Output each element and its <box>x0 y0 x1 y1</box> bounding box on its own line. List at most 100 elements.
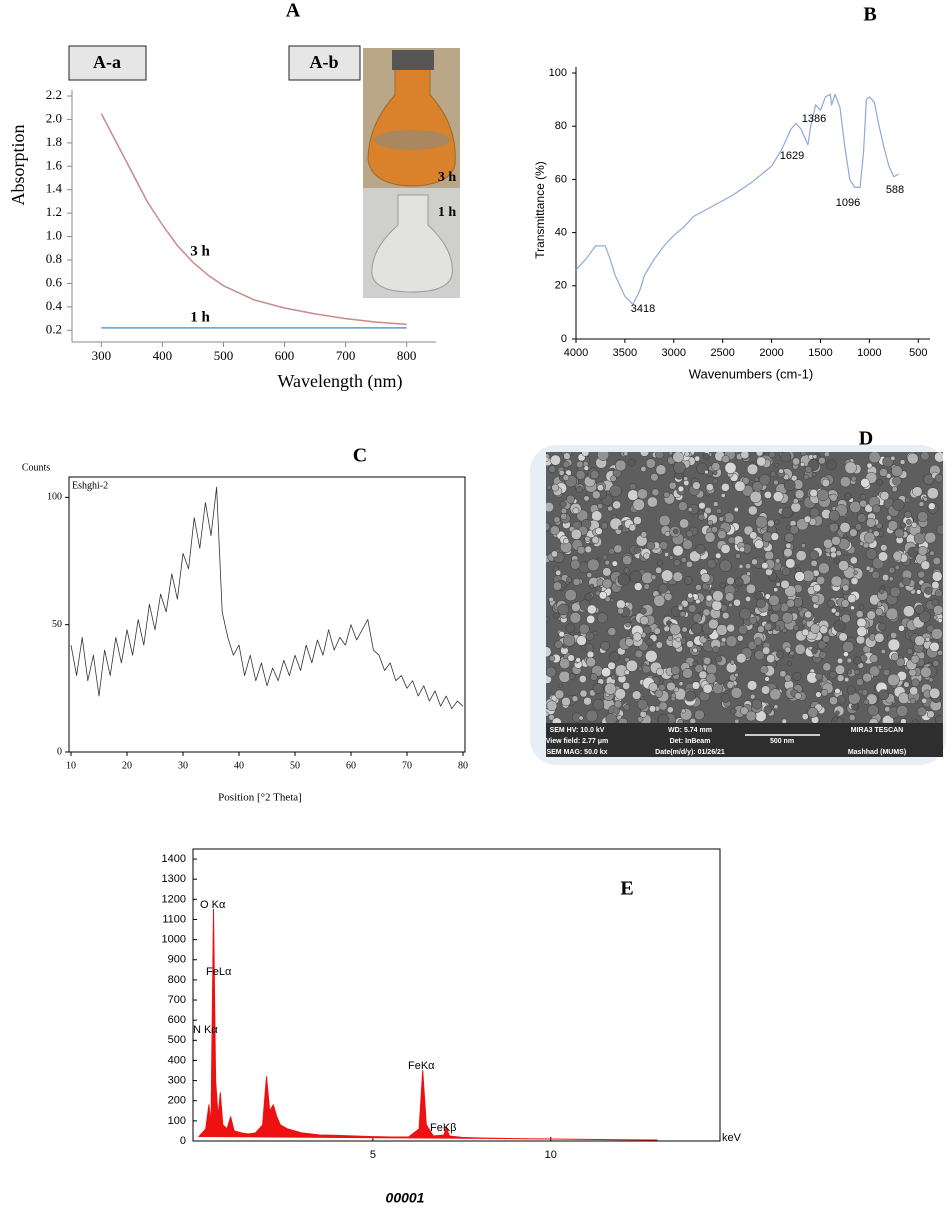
particle <box>877 622 887 631</box>
particle <box>907 452 919 465</box>
particle <box>783 547 793 558</box>
peak-label: 1629 <box>780 150 804 162</box>
particle <box>805 466 813 474</box>
particle <box>811 472 817 478</box>
particle <box>730 707 737 715</box>
particle <box>789 525 799 535</box>
particle <box>692 481 701 490</box>
particle <box>834 664 846 675</box>
particle <box>918 501 925 507</box>
particle <box>681 557 687 563</box>
x-tick-label: 60 <box>346 760 356 771</box>
particle <box>933 615 938 620</box>
particle <box>546 700 558 712</box>
particle <box>600 522 609 530</box>
particle <box>932 556 941 566</box>
particle <box>666 681 676 692</box>
y-axis-label: Absorption <box>8 125 28 206</box>
x-tick-label: 70 <box>402 760 412 771</box>
particle <box>725 635 738 648</box>
particle <box>692 660 698 667</box>
particle <box>764 550 775 561</box>
particle <box>712 683 724 695</box>
particle <box>890 653 899 661</box>
particle <box>669 623 681 636</box>
sem-info-bar <box>546 723 943 757</box>
particle <box>853 570 858 575</box>
particle <box>867 704 879 717</box>
chart: 0 20 40 60 80 100 4000 3500 3000 2500 2000 1500 1000… <box>533 4 930 381</box>
particle <box>733 507 739 513</box>
particle <box>832 716 839 723</box>
particle <box>586 572 593 578</box>
particle <box>591 536 600 544</box>
particle <box>672 545 684 557</box>
x-tick-label: 1500 <box>808 347 832 359</box>
particle <box>854 669 860 675</box>
particle <box>871 504 881 514</box>
particle <box>646 541 656 551</box>
particle <box>584 535 591 542</box>
particle <box>916 706 927 717</box>
particle <box>754 591 763 600</box>
particle <box>836 674 845 682</box>
particle <box>584 545 592 554</box>
particle <box>809 507 820 518</box>
particle <box>631 690 642 700</box>
x-tick-label: 1000 <box>857 347 881 359</box>
y-tick-label: 600 <box>168 1014 186 1026</box>
particle <box>892 551 903 561</box>
particle <box>896 704 909 717</box>
particle <box>712 501 719 507</box>
particle <box>692 647 698 654</box>
particle <box>667 635 674 641</box>
particle <box>715 552 722 559</box>
particle <box>842 641 855 653</box>
particle <box>848 714 856 721</box>
particle <box>888 566 896 574</box>
panel-label: C <box>353 445 367 467</box>
y-tick-label: 50 <box>52 619 62 630</box>
particle <box>734 480 746 492</box>
particle <box>878 588 885 594</box>
y-tick-label: 300 <box>168 1074 186 1086</box>
particle <box>784 532 795 543</box>
particle <box>786 661 792 667</box>
particle <box>590 470 600 480</box>
particle <box>818 456 826 465</box>
particle <box>592 682 604 694</box>
y-tick-label: 2.2 <box>46 87 62 102</box>
particle <box>876 479 883 486</box>
particle <box>912 486 923 497</box>
particle <box>587 558 600 572</box>
particle <box>801 543 806 548</box>
particle <box>653 594 666 607</box>
particle <box>855 610 864 618</box>
particle <box>759 474 771 486</box>
particle <box>728 602 733 608</box>
particle <box>592 490 601 500</box>
particle <box>779 670 787 678</box>
sem-info-text: SEM HV: 10.0 kV <box>550 727 605 734</box>
particle <box>661 569 674 582</box>
particle <box>546 711 550 717</box>
sem-info-text: 500 nm <box>770 738 794 745</box>
particle <box>856 617 867 628</box>
particle <box>868 718 879 723</box>
particle <box>617 573 630 586</box>
particle <box>858 604 865 611</box>
y-tick-label: 1000 <box>162 934 186 946</box>
particle <box>895 657 906 667</box>
particle <box>924 586 933 595</box>
x-tick-label: 700 <box>336 348 356 363</box>
particle <box>791 475 798 482</box>
particle <box>841 599 850 608</box>
particle <box>682 539 693 550</box>
peak-label: N Kα <box>193 1024 218 1036</box>
x-tick-label: 4000 <box>564 347 588 359</box>
particle <box>762 646 771 655</box>
peak-label: 588 <box>886 184 904 196</box>
particle <box>933 604 943 616</box>
particle <box>546 456 550 462</box>
particle <box>838 560 850 572</box>
